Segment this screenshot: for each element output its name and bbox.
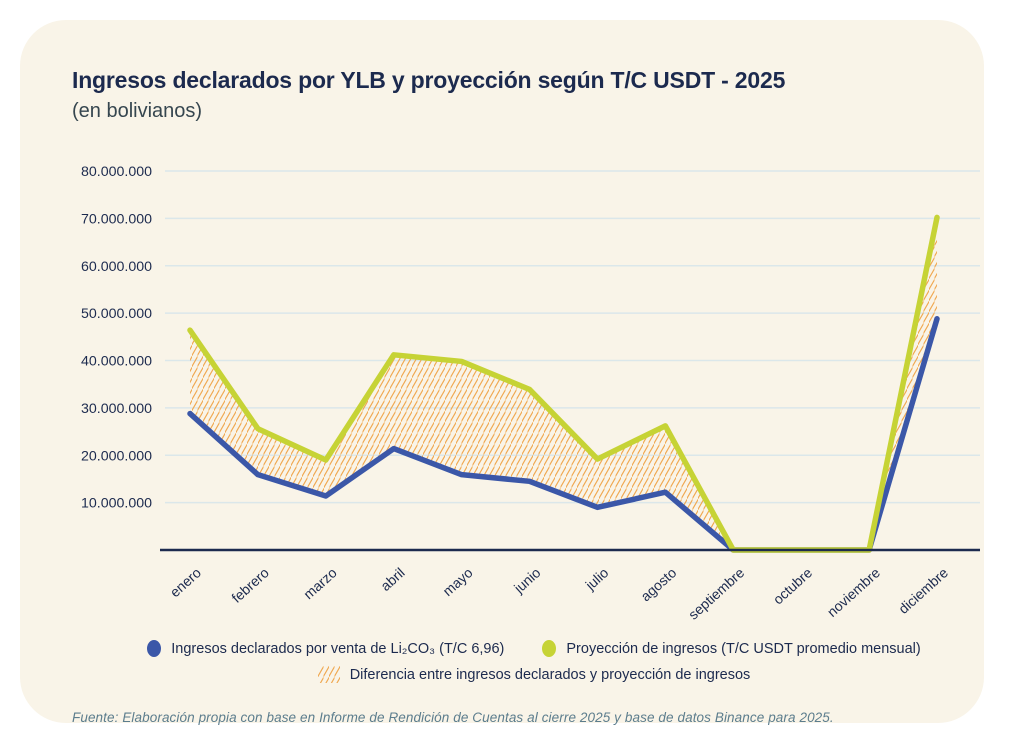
x-tick-label: mayo <box>439 564 475 599</box>
chart-legend: Ingresos declarados por venta de Li₂CO₃ … <box>60 640 1008 683</box>
x-tick-label: febrero <box>228 564 272 606</box>
y-tick-label: 30.000.000 <box>81 401 152 417</box>
projection-series-dot <box>542 640 557 657</box>
page-title: Ingresos declarados por YLB y proyección… <box>72 67 786 93</box>
page-subtitle: (en bolivianos) <box>72 100 203 122</box>
y-tick-label: 20.000.000 <box>81 448 152 464</box>
income-projection-chart: 80.000.000 70.000.000 60.000.000 50.000.000… <box>81 164 980 623</box>
chart-card: Ingresos declarados por YLB y proyección… <box>20 20 984 725</box>
legend-item-declared: Ingresos declarados por venta de Li₂CO₃ … <box>147 640 504 657</box>
legend-item-difference: Diferencia entre ingresos declarados y p… <box>317 666 751 683</box>
y-tick-label: 50.000.000 <box>81 306 152 322</box>
x-tick-label: octubre <box>770 564 816 607</box>
x-tick-label: enero <box>167 564 204 600</box>
legend-label-declared: Ingresos declarados por venta de Li₂CO₃ … <box>171 640 505 657</box>
x-tick-label: marzo <box>300 564 340 602</box>
x-tick-label: diciembre <box>895 564 951 617</box>
x-tick-label: julio <box>582 564 612 593</box>
x-tick-label: noviembre <box>824 564 883 620</box>
y-tick-label: 60.000.000 <box>81 259 152 275</box>
projection-line <box>187 214 940 553</box>
x-tick-label: abril <box>377 564 407 594</box>
y-tick-label: 10.000.000 <box>81 496 152 512</box>
x-tick-label: junio <box>510 564 544 596</box>
legend-label-projection: Proyección de ingresos (T/C USDT promedi… <box>566 640 921 657</box>
source-note: Fuente: Elaboración propia con base en I… <box>72 710 834 725</box>
difference-band <box>190 217 937 551</box>
declared-series-dot <box>147 640 162 657</box>
y-tick-label: 40.000.000 <box>81 354 152 370</box>
x-tick-label: agosto <box>637 564 679 604</box>
legend-label-difference: Diferencia entre ingresos declarados y p… <box>349 666 751 683</box>
difference-hatch-swatch <box>317 666 340 683</box>
legend-item-projection: Proyección de ingresos (T/C USDT promedi… <box>542 640 921 657</box>
x-tick-label: septiembre <box>685 564 747 622</box>
y-tick-label: 80.000.000 <box>81 164 152 180</box>
y-tick-label: 70.000.000 <box>81 211 152 227</box>
